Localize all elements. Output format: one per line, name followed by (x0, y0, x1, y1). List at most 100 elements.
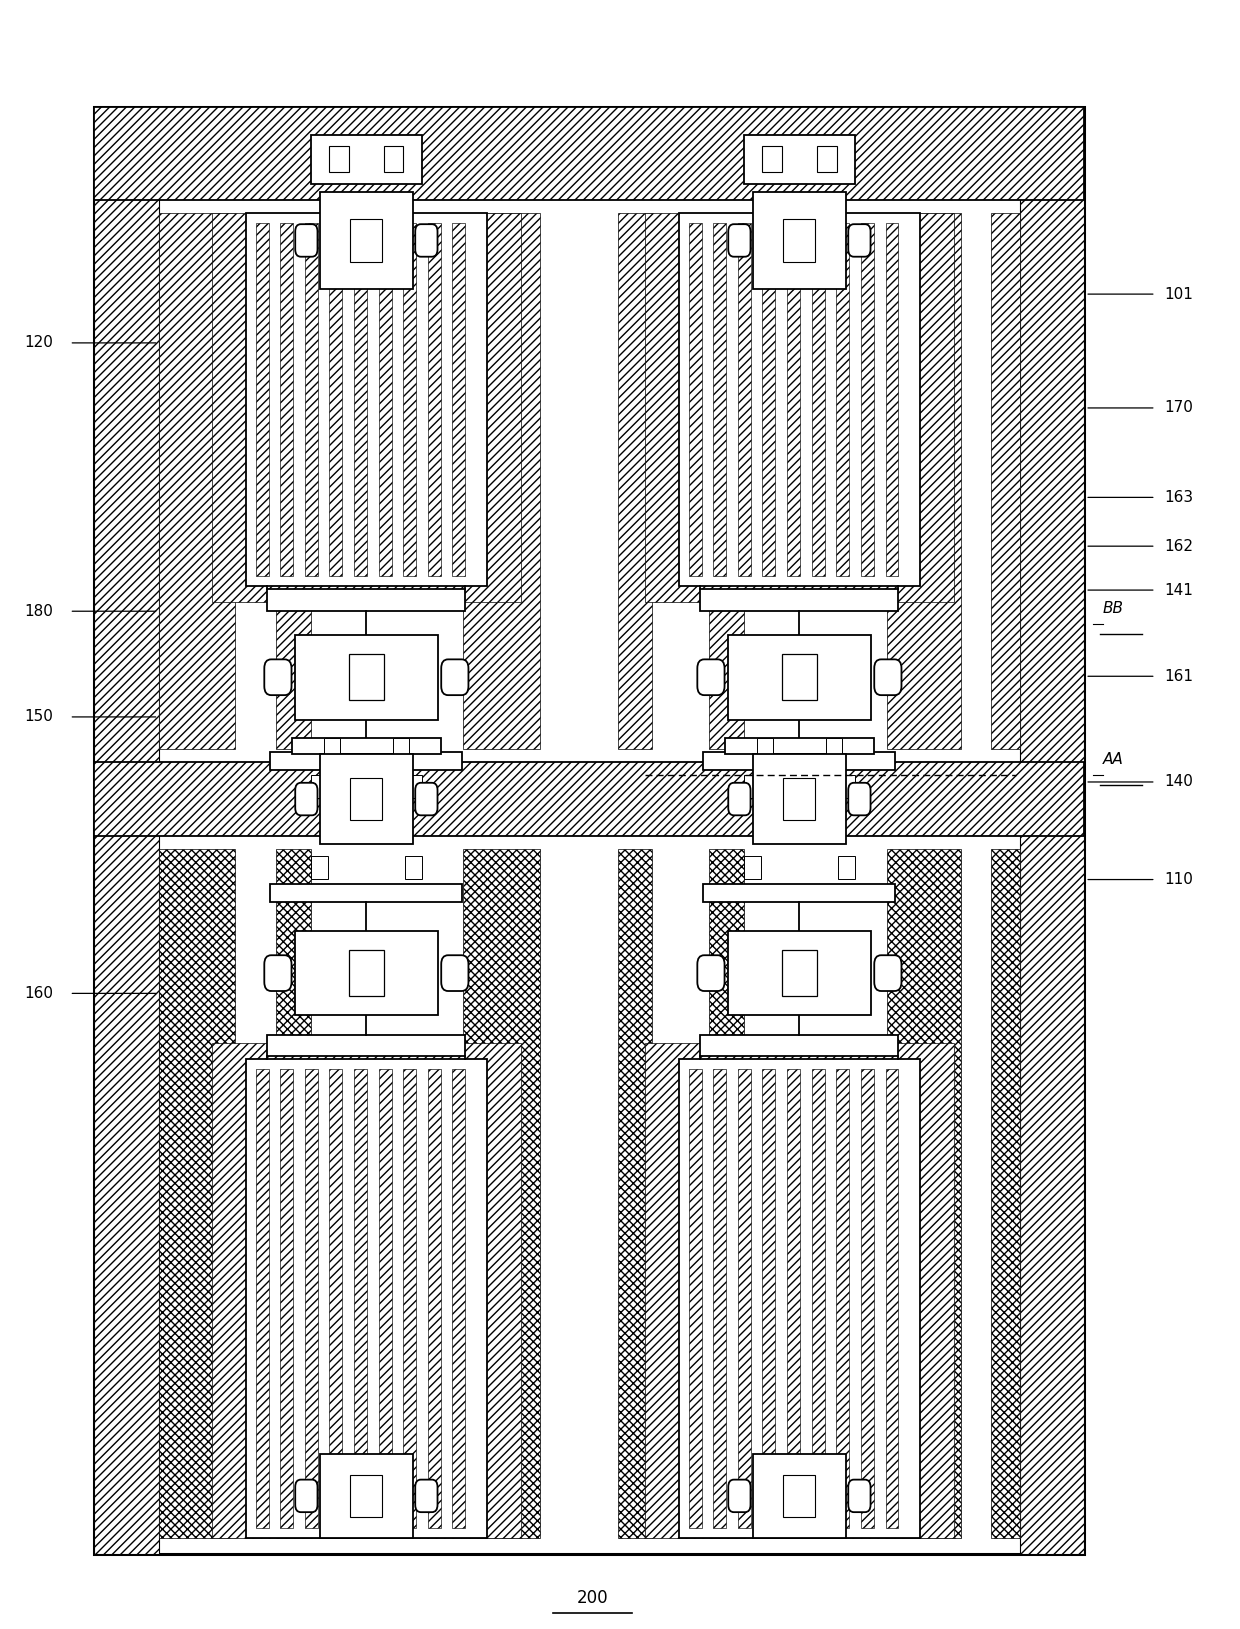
Bar (703, 883, 895, 901)
FancyBboxPatch shape (848, 784, 870, 814)
Text: 160: 160 (25, 986, 53, 1000)
Bar (678, 213, 920, 586)
Bar (159, 213, 236, 749)
Text: 101: 101 (1164, 287, 1193, 301)
Bar (270, 753, 463, 771)
Bar (355, 1069, 367, 1528)
Bar (991, 849, 1019, 1538)
FancyBboxPatch shape (264, 660, 291, 696)
Bar (383, 147, 403, 173)
Bar (991, 213, 1019, 749)
Bar (763, 1069, 775, 1528)
FancyBboxPatch shape (697, 955, 724, 990)
Text: 141: 141 (1164, 583, 1193, 598)
Bar (645, 213, 954, 603)
Bar (295, 635, 438, 720)
Bar (817, 147, 837, 173)
FancyBboxPatch shape (848, 225, 870, 257)
Bar (709, 849, 744, 1538)
Bar (277, 849, 311, 1538)
Bar (763, 147, 782, 173)
FancyBboxPatch shape (728, 784, 750, 814)
FancyBboxPatch shape (264, 955, 291, 990)
Bar (836, 223, 849, 577)
Bar (709, 213, 744, 749)
Bar (784, 1474, 816, 1517)
Bar (403, 1069, 417, 1528)
Bar (428, 223, 441, 577)
Bar (738, 223, 751, 577)
FancyBboxPatch shape (415, 784, 438, 814)
Bar (94, 108, 1084, 1554)
Text: 162: 162 (1164, 539, 1193, 554)
Text: 120: 120 (25, 336, 53, 350)
FancyBboxPatch shape (295, 225, 317, 257)
Bar (255, 1069, 269, 1528)
Bar (305, 223, 317, 577)
Bar (404, 855, 422, 878)
Bar (378, 223, 392, 577)
Bar (453, 223, 465, 577)
Text: AA: AA (1102, 753, 1123, 767)
Bar (1019, 108, 1084, 1554)
Bar (782, 950, 817, 995)
Bar (268, 590, 465, 611)
Bar (355, 223, 367, 577)
Bar (320, 754, 413, 844)
Bar (728, 635, 870, 720)
Bar (618, 213, 652, 749)
Bar (378, 1069, 392, 1528)
Bar (393, 738, 409, 754)
Bar (756, 738, 773, 754)
FancyBboxPatch shape (295, 784, 317, 814)
Text: 161: 161 (1164, 670, 1193, 684)
FancyBboxPatch shape (697, 660, 724, 696)
Bar (348, 950, 383, 995)
Bar (701, 590, 898, 611)
Bar (453, 1069, 465, 1528)
Bar (744, 775, 761, 798)
FancyBboxPatch shape (415, 1479, 438, 1512)
FancyBboxPatch shape (728, 1479, 750, 1512)
Bar (861, 1069, 874, 1528)
Bar (688, 1069, 702, 1528)
Bar (645, 1043, 954, 1538)
Bar (212, 213, 521, 603)
Text: 163: 163 (1164, 490, 1194, 505)
Text: 170: 170 (1164, 401, 1193, 415)
Bar (311, 135, 422, 184)
Bar (688, 223, 702, 577)
Bar (350, 1474, 382, 1517)
Bar (812, 1069, 825, 1528)
Bar (280, 223, 293, 577)
Bar (293, 738, 440, 754)
FancyBboxPatch shape (874, 660, 901, 696)
Bar (463, 213, 539, 749)
Bar (885, 223, 899, 577)
Bar (428, 1069, 441, 1528)
Bar (701, 1034, 898, 1056)
Bar (703, 753, 895, 771)
Bar (861, 223, 874, 577)
Bar (268, 1034, 465, 1056)
Bar (812, 223, 825, 577)
Bar (678, 1059, 920, 1538)
Bar (753, 1453, 846, 1538)
Bar (270, 883, 463, 901)
Bar (728, 930, 870, 1015)
Bar (838, 855, 856, 878)
Bar (350, 779, 382, 819)
Bar (888, 213, 961, 749)
Bar (324, 738, 340, 754)
Bar (350, 220, 382, 262)
Bar (277, 213, 311, 749)
Bar (295, 930, 438, 1015)
Bar (320, 192, 413, 290)
Bar (463, 849, 539, 1538)
FancyBboxPatch shape (728, 225, 750, 257)
Bar (212, 1043, 521, 1538)
Bar (713, 223, 727, 577)
FancyBboxPatch shape (441, 955, 469, 990)
Bar (94, 108, 1084, 200)
Bar (305, 1069, 317, 1528)
